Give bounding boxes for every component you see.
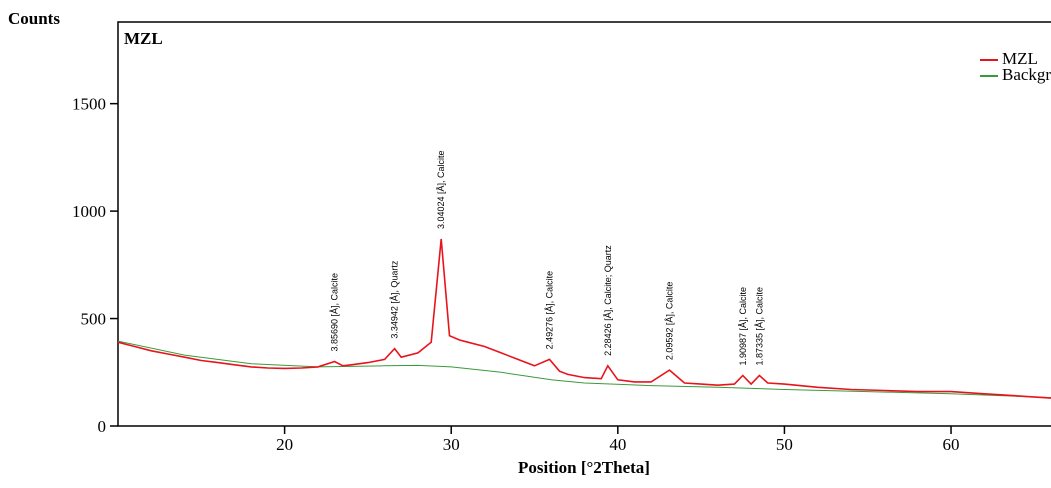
peak-label: 1.90987 [Å], Calcite (738, 287, 748, 366)
peak-label: 2.09592 [Å], Calcite (664, 282, 674, 361)
y-tick-label: 1000 (72, 202, 106, 221)
y-axis-label: Counts (8, 9, 60, 28)
x-tick-label: 20 (276, 435, 293, 454)
series-line (117, 340, 1051, 399)
y-tick-label: 0 (98, 417, 107, 436)
y-tick-label: 500 (81, 310, 107, 329)
chart-title: MZL (124, 29, 163, 48)
peak-label: 3.34942 [Å], Quartz (390, 260, 400, 339)
legend-label: Background (1002, 65, 1051, 84)
plot-frame (117, 21, 1051, 427)
x-tick-label: 50 (776, 435, 793, 454)
x-tick-label: 30 (443, 435, 460, 454)
peak-label: 1.87335 [Å], Calcite (754, 287, 764, 366)
peak-label: 2.49276 [Å], Calcite (545, 271, 555, 350)
peak-label: 2.28426 [Å], Calcite; Quartz (603, 245, 613, 356)
y-tick-label: 1500 (72, 95, 106, 114)
legend-label: MZL (1002, 49, 1038, 68)
x-tick-label: 60 (943, 435, 960, 454)
series-line (117, 238, 1051, 399)
x-tick-label: 40 (609, 435, 626, 454)
peak-label: 3.85690 [Å], Calcite (330, 273, 340, 352)
x-axis-label: Position [°2Theta] (518, 458, 650, 477)
peak-label: 3.04024 [Å], Calcite (436, 150, 446, 229)
